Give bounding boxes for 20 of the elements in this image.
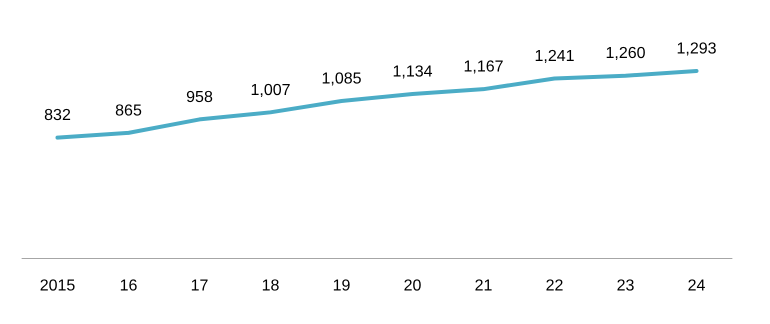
data-label: 1,241 xyxy=(534,48,575,65)
data-label: 1,134 xyxy=(392,63,433,80)
x-tick-label: 20 xyxy=(404,278,422,294)
x-tick-label: 17 xyxy=(190,278,208,294)
data-label: 1,007 xyxy=(250,82,291,99)
x-tick-label: 19 xyxy=(332,278,350,294)
data-label: 1,085 xyxy=(321,70,362,88)
data-label: 958 xyxy=(186,88,213,106)
data-label: 1,260 xyxy=(605,45,646,62)
x-tick-label: 23 xyxy=(616,278,634,294)
x-tick-label: 16 xyxy=(120,278,138,294)
x-tick-label: 2015 xyxy=(40,278,76,294)
x-tick-label: 18 xyxy=(262,278,280,294)
x-tick-label: 24 xyxy=(688,278,706,294)
data-label: 832 xyxy=(44,107,71,124)
data-label: 865 xyxy=(115,102,142,120)
data-label: 1,293 xyxy=(676,40,717,58)
x-tick-label: 22 xyxy=(546,278,564,294)
data-label: 1,167 xyxy=(463,58,504,76)
x-tick-label: 21 xyxy=(474,278,492,294)
